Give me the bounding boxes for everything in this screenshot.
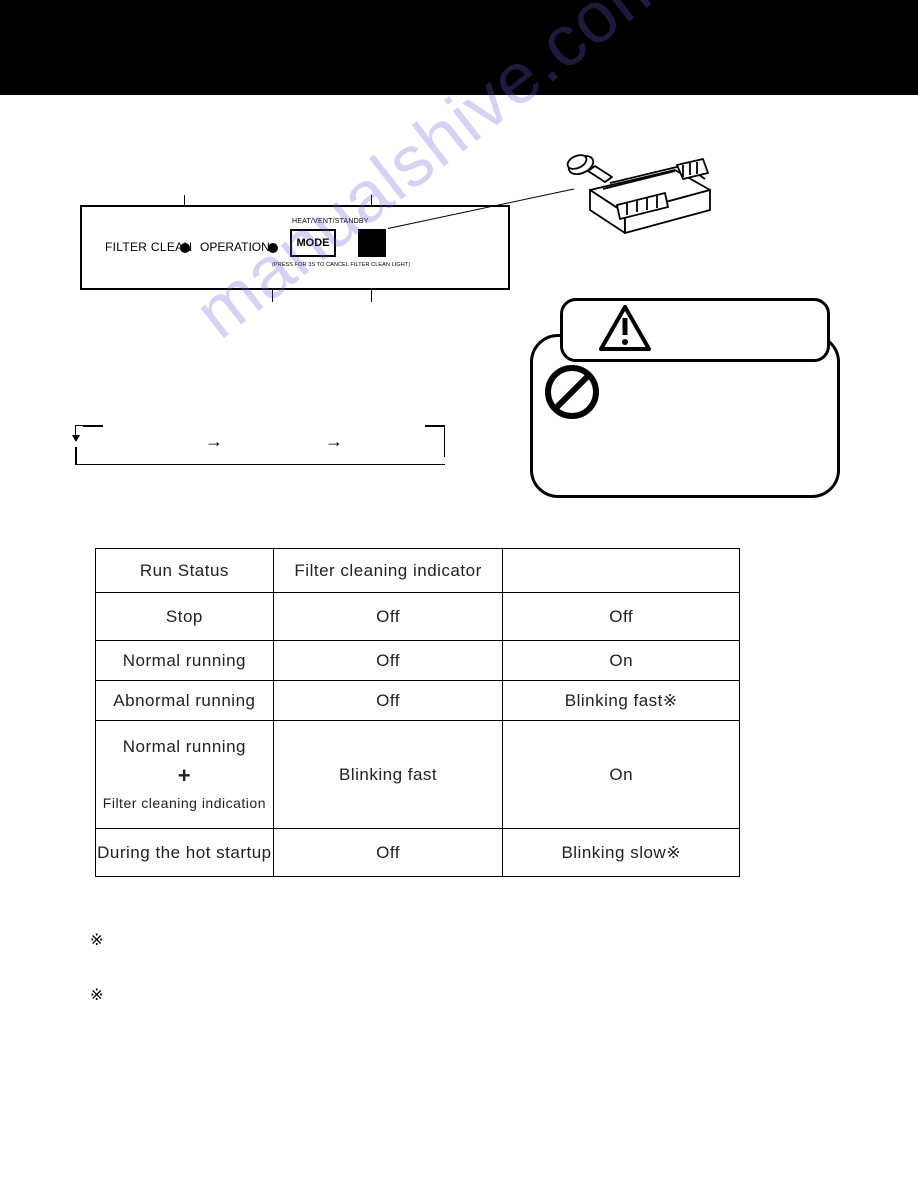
caution-box	[530, 298, 840, 498]
operation-label: OPERATION	[200, 240, 270, 254]
plus-icon: +	[178, 763, 191, 789]
cell-op: On	[503, 721, 740, 829]
prohibit-icon	[544, 364, 600, 420]
header-bar	[0, 0, 918, 95]
mode-modes-label: HEAT/VENT/STANDBY	[292, 218, 369, 225]
leader-line	[184, 195, 185, 205]
arrow-icon: →	[205, 431, 223, 452]
cell-status: During the hot startup	[96, 829, 274, 877]
cell-filter: Off	[273, 641, 503, 681]
table-row: Stop Off Off	[96, 593, 740, 641]
warning-triangle-icon	[598, 304, 652, 354]
ir-receiver	[358, 229, 386, 257]
leader-line	[272, 290, 273, 302]
cell-status-line2: Filter cleaning indication	[103, 795, 266, 812]
status-table: Run Status Filter cleaning indicator Sto…	[95, 548, 740, 877]
mode-button[interactable]: MODE	[290, 229, 336, 257]
footnote-mark: ※	[90, 930, 103, 950]
cell-filter: Off	[273, 681, 503, 721]
table-header-row: Run Status Filter cleaning indicator	[96, 549, 740, 593]
cell-op: Blinking slow※	[503, 829, 740, 877]
mode-cycle-diagram: → →	[75, 425, 445, 465]
table-row: Normal running Off On	[96, 641, 740, 681]
col-header-op	[503, 549, 740, 593]
col-header-status: Run Status	[96, 549, 274, 593]
table-row: During the hot startup Off Blinking slow…	[96, 829, 740, 877]
arrow-icon: →	[325, 431, 343, 452]
cell-status: Stop	[96, 593, 274, 641]
col-header-filter: Filter cleaning indicator	[273, 549, 503, 593]
device-illustration	[555, 135, 725, 245]
leader-line	[371, 290, 372, 302]
operation-led	[268, 243, 278, 253]
mode-sub-label: (PRESS FOR 3S TO CANCEL FILTER CLEAN LIG…	[272, 262, 410, 268]
table-row: Normal running + Filter cleaning indicat…	[96, 721, 740, 829]
cell-filter: Blinking fast	[273, 721, 503, 829]
cell-op: On	[503, 641, 740, 681]
footnote-mark: ※	[90, 985, 103, 1005]
cell-op: Off	[503, 593, 740, 641]
cell-status: Abnormal running	[96, 681, 274, 721]
filter-clean-led	[180, 243, 190, 253]
cell-status: Normal running + Filter cleaning indicat…	[96, 721, 274, 829]
leader-line	[371, 195, 372, 205]
cell-filter: Off	[273, 593, 503, 641]
cell-filter: Off	[273, 829, 503, 877]
cell-op: Blinking fast※	[503, 681, 740, 721]
cell-status: Normal running	[96, 641, 274, 681]
cell-status-line1: Normal running	[123, 737, 246, 757]
table-row: Abnormal running Off Blinking fast※	[96, 681, 740, 721]
